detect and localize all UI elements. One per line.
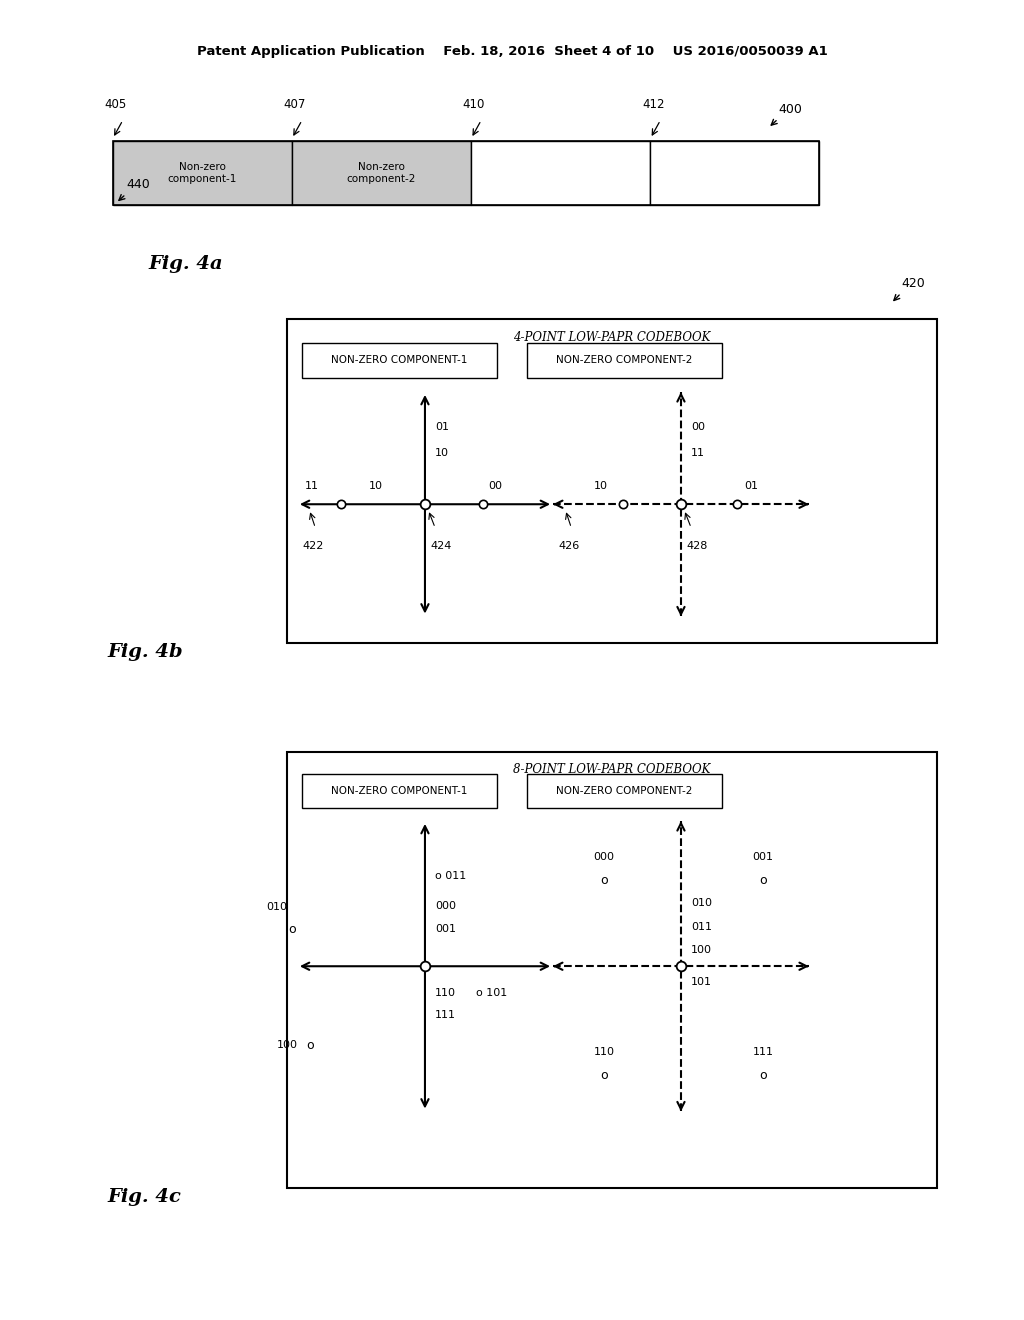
Bar xyxy=(113,141,819,205)
Bar xyxy=(287,319,937,643)
Text: NON-ZERO COMPONENT-2: NON-ZERO COMPONENT-2 xyxy=(556,355,693,366)
Text: 001: 001 xyxy=(753,851,773,862)
Text: NON-ZERO COMPONENT-1: NON-ZERO COMPONENT-1 xyxy=(331,785,468,796)
Text: 01: 01 xyxy=(435,421,450,432)
Bar xyxy=(302,774,497,808)
Text: 001: 001 xyxy=(435,924,457,935)
Text: 100: 100 xyxy=(276,1040,298,1051)
Text: o 101: o 101 xyxy=(476,987,508,998)
Text: 11: 11 xyxy=(305,480,319,491)
Text: 8-POINT LOW-PAPR CODEBOOK: 8-POINT LOW-PAPR CODEBOOK xyxy=(513,763,711,776)
Text: o: o xyxy=(759,874,767,887)
Text: 412: 412 xyxy=(642,98,665,111)
Text: Non-zero
component-1: Non-zero component-1 xyxy=(168,162,237,183)
Text: 101: 101 xyxy=(691,977,713,987)
Text: o: o xyxy=(288,923,296,936)
Text: 440: 440 xyxy=(126,178,150,191)
Text: 010: 010 xyxy=(691,898,713,908)
Text: 010: 010 xyxy=(266,902,288,912)
Text: NON-ZERO COMPONENT-1: NON-ZERO COMPONENT-1 xyxy=(331,355,468,366)
Bar xyxy=(287,752,937,1188)
Text: 428: 428 xyxy=(686,541,708,552)
Text: 10: 10 xyxy=(435,447,450,458)
Text: Fig. 4b: Fig. 4b xyxy=(108,643,183,661)
Bar xyxy=(113,141,292,205)
Text: 00: 00 xyxy=(488,480,503,491)
Text: 424: 424 xyxy=(430,541,452,552)
Bar xyxy=(471,141,650,205)
Text: 000: 000 xyxy=(594,851,614,862)
Bar xyxy=(650,141,819,205)
Text: 410: 410 xyxy=(463,98,485,111)
Text: Patent Application Publication    Feb. 18, 2016  Sheet 4 of 10    US 2016/005003: Patent Application Publication Feb. 18, … xyxy=(197,45,827,58)
Text: 011: 011 xyxy=(691,921,713,932)
Text: 100: 100 xyxy=(691,945,713,956)
Bar xyxy=(527,343,722,378)
Text: 10: 10 xyxy=(369,480,383,491)
Text: o: o xyxy=(759,1069,767,1082)
Text: o: o xyxy=(600,874,608,887)
Bar xyxy=(292,141,471,205)
Text: 110: 110 xyxy=(435,987,457,998)
Text: 407: 407 xyxy=(284,98,306,111)
Text: Non-zero
component-2: Non-zero component-2 xyxy=(347,162,416,183)
Text: Fig. 4c: Fig. 4c xyxy=(108,1188,181,1206)
Text: 111: 111 xyxy=(435,1010,457,1020)
Text: 4-POINT LOW-PAPR CODEBOOK: 4-POINT LOW-PAPR CODEBOOK xyxy=(513,331,711,345)
Text: 11: 11 xyxy=(691,447,706,458)
Text: 422: 422 xyxy=(302,541,324,552)
Text: 10: 10 xyxy=(594,480,608,491)
Bar xyxy=(527,774,722,808)
Bar xyxy=(302,343,497,378)
Text: o: o xyxy=(306,1039,314,1052)
Text: o 011: o 011 xyxy=(435,871,467,882)
Text: 426: 426 xyxy=(558,541,580,552)
Text: 00: 00 xyxy=(691,421,706,432)
Text: 111: 111 xyxy=(753,1047,773,1057)
Text: 420: 420 xyxy=(901,277,925,290)
Text: 400: 400 xyxy=(778,103,802,116)
Text: NON-ZERO COMPONENT-2: NON-ZERO COMPONENT-2 xyxy=(556,785,693,796)
Text: o: o xyxy=(600,1069,608,1082)
Text: 000: 000 xyxy=(435,900,457,911)
Text: 01: 01 xyxy=(744,480,759,491)
Text: 405: 405 xyxy=(104,98,127,111)
Text: Fig. 4a: Fig. 4a xyxy=(148,255,223,273)
Text: 110: 110 xyxy=(594,1047,614,1057)
